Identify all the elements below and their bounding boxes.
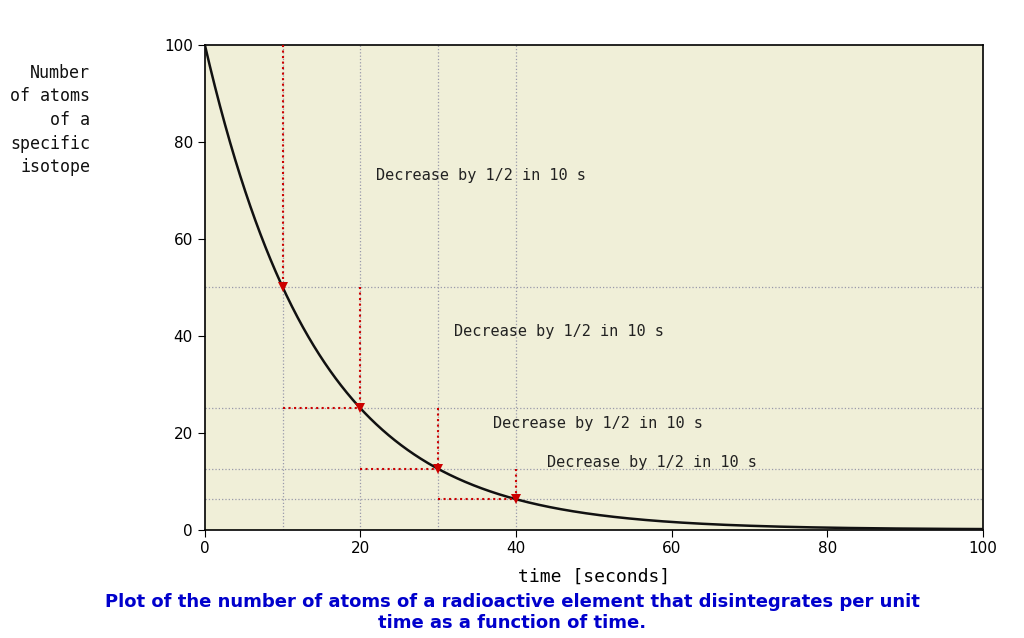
Text: Decrease by 1/2 in 10 s: Decrease by 1/2 in 10 s	[376, 168, 586, 184]
Text: Decrease by 1/2 in 10 s: Decrease by 1/2 in 10 s	[493, 416, 702, 431]
Text: Decrease by 1/2 in 10 s: Decrease by 1/2 in 10 s	[547, 454, 757, 470]
X-axis label: time [seconds]: time [seconds]	[518, 567, 670, 586]
Text: Number
of atoms
of a
specific
isotope: Number of atoms of a specific isotope	[10, 64, 90, 176]
Text: Plot of the number of atoms of a radioactive element that disintegrates per unit: Plot of the number of atoms of a radioac…	[104, 593, 920, 632]
Text: Decrease by 1/2 in 10 s: Decrease by 1/2 in 10 s	[454, 323, 664, 339]
